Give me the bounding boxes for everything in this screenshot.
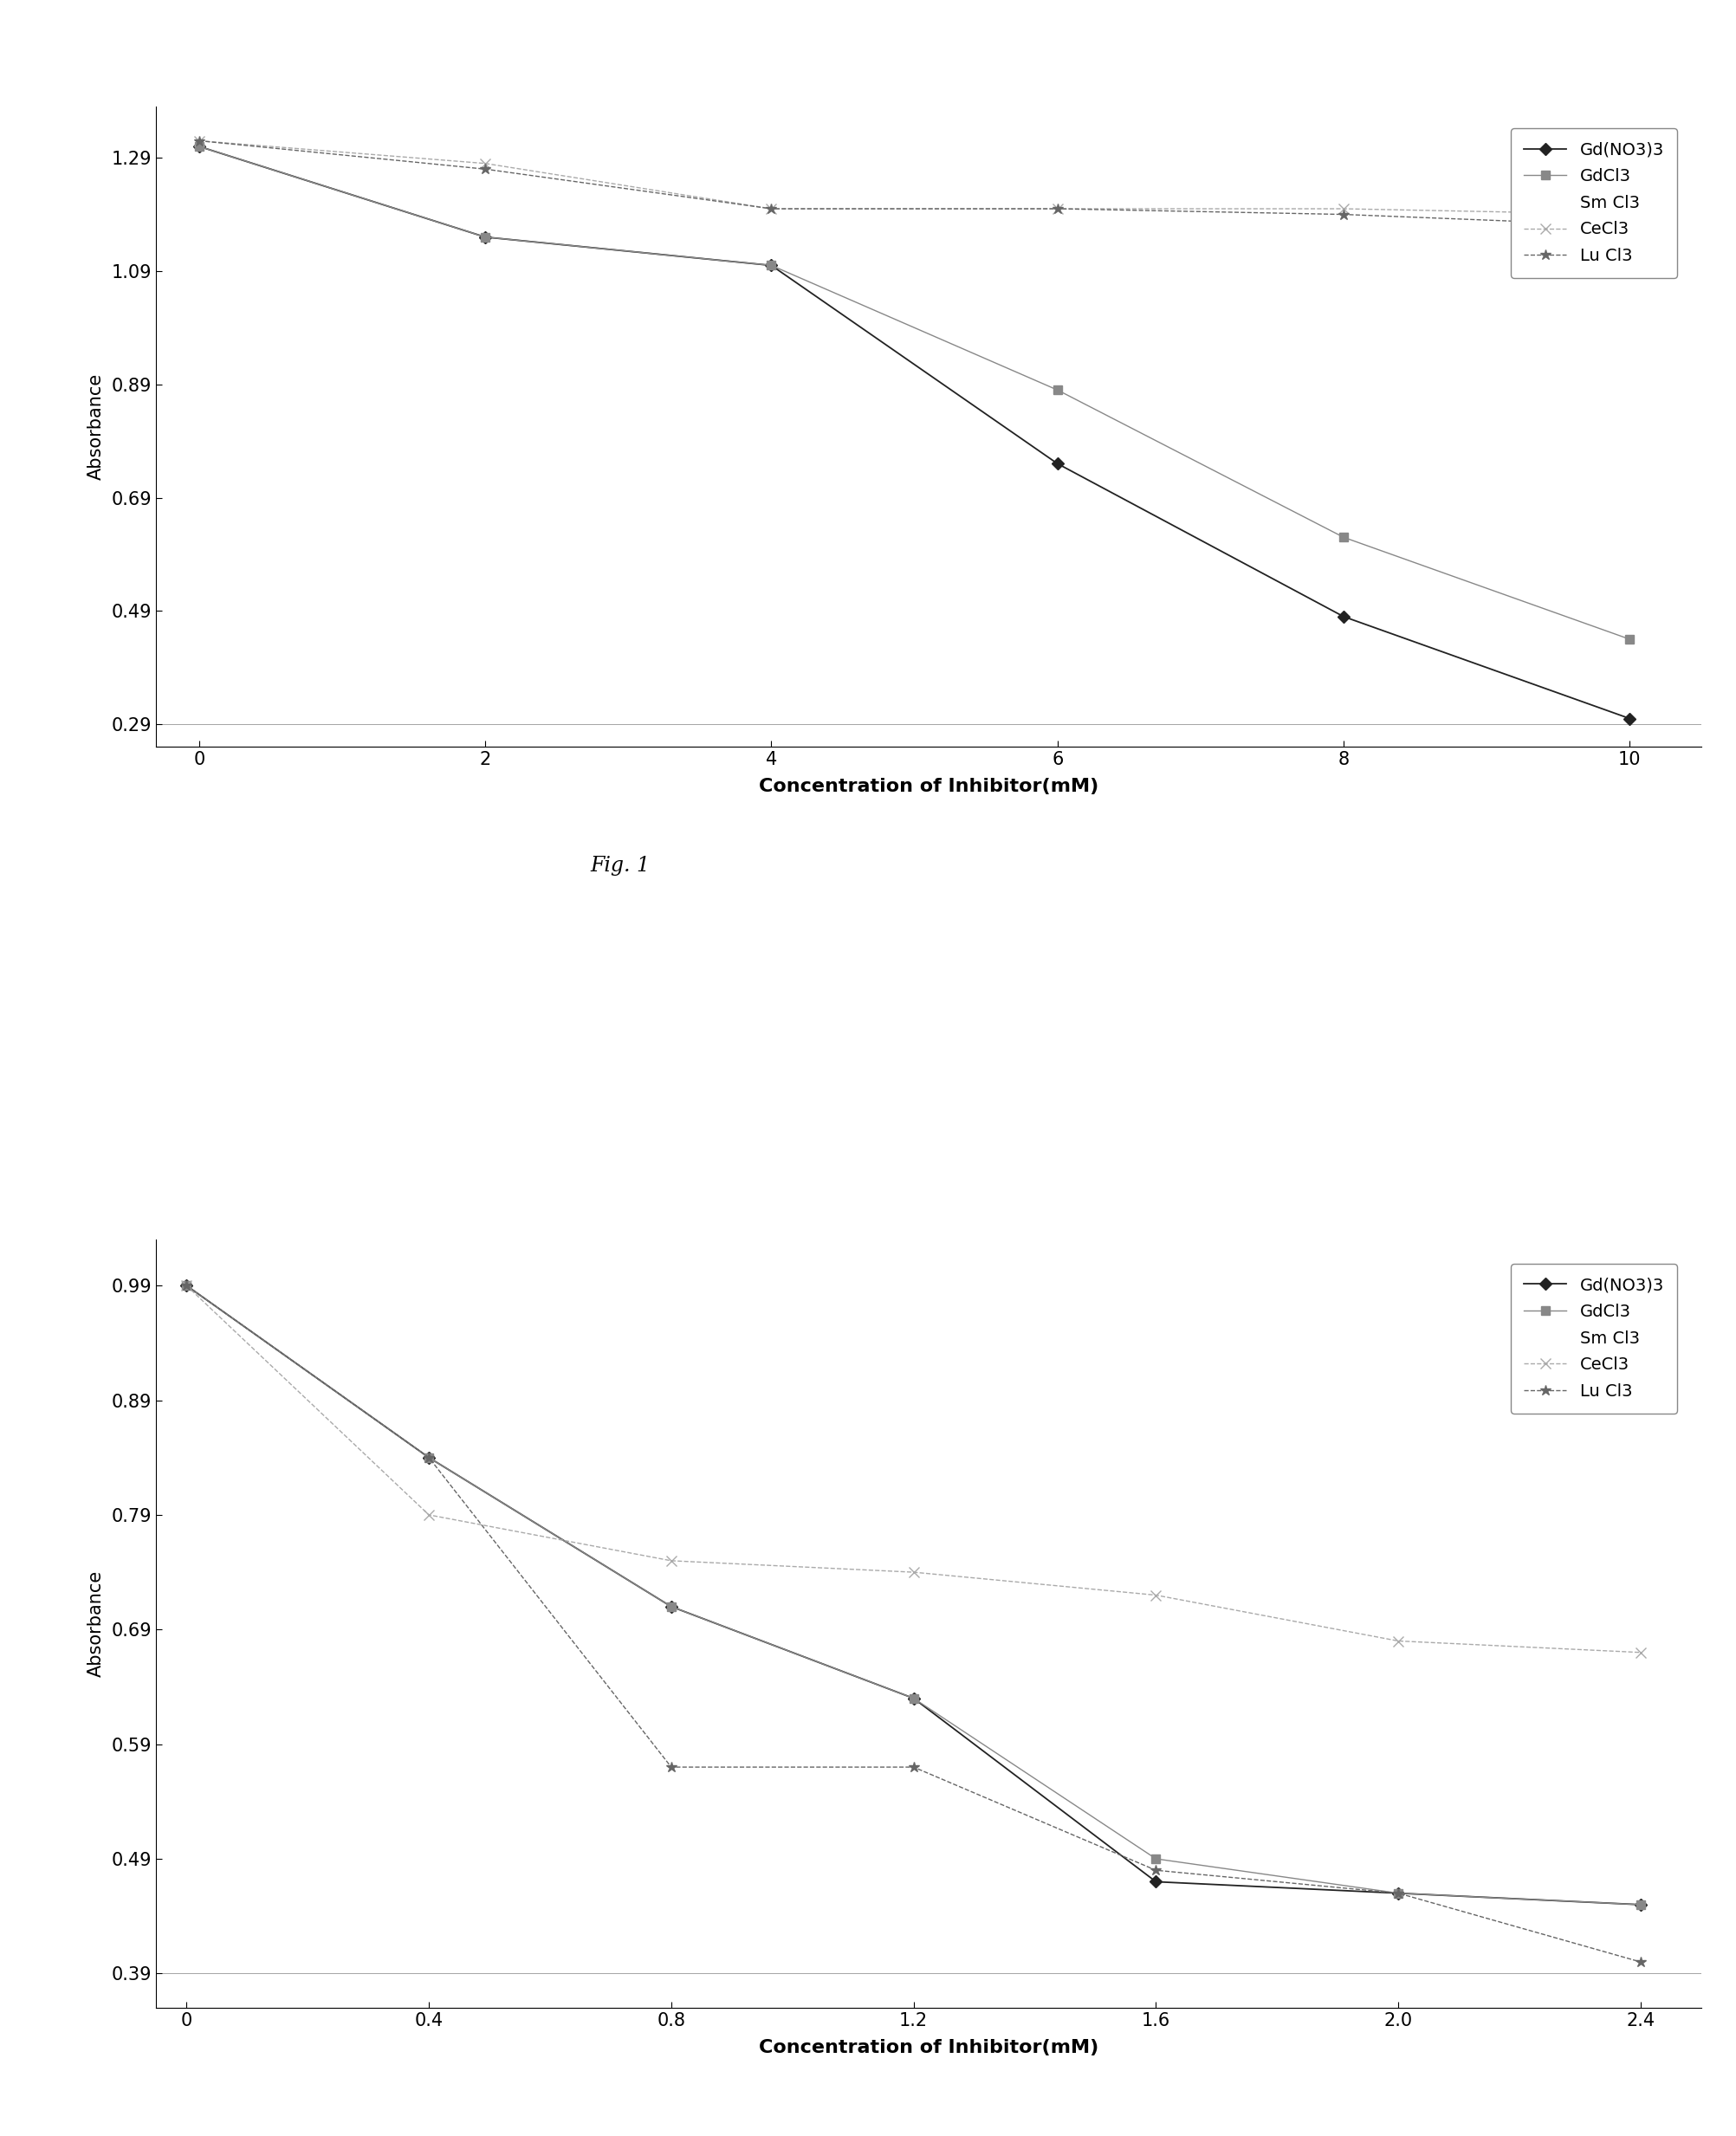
X-axis label: Concentration of Inhibitor(mM): Concentration of Inhibitor(mM): [759, 778, 1099, 795]
Y-axis label: Absorbance: Absorbance: [87, 374, 104, 481]
Text: Fig. 1: Fig. 1: [590, 857, 649, 876]
Legend: Gd(NO3)3, GdCl3, Sm Cl3, CeCl3, Lu Cl3: Gd(NO3)3, GdCl3, Sm Cl3, CeCl3, Lu Cl3: [1510, 1265, 1677, 1414]
X-axis label: Concentration of Inhibitor(mM): Concentration of Inhibitor(mM): [759, 2040, 1099, 2057]
Y-axis label: Absorbance: Absorbance: [87, 1570, 104, 1677]
Legend: Gd(NO3)3, GdCl3, Sm Cl3, CeCl3, Lu Cl3: Gd(NO3)3, GdCl3, Sm Cl3, CeCl3, Lu Cl3: [1510, 128, 1677, 278]
